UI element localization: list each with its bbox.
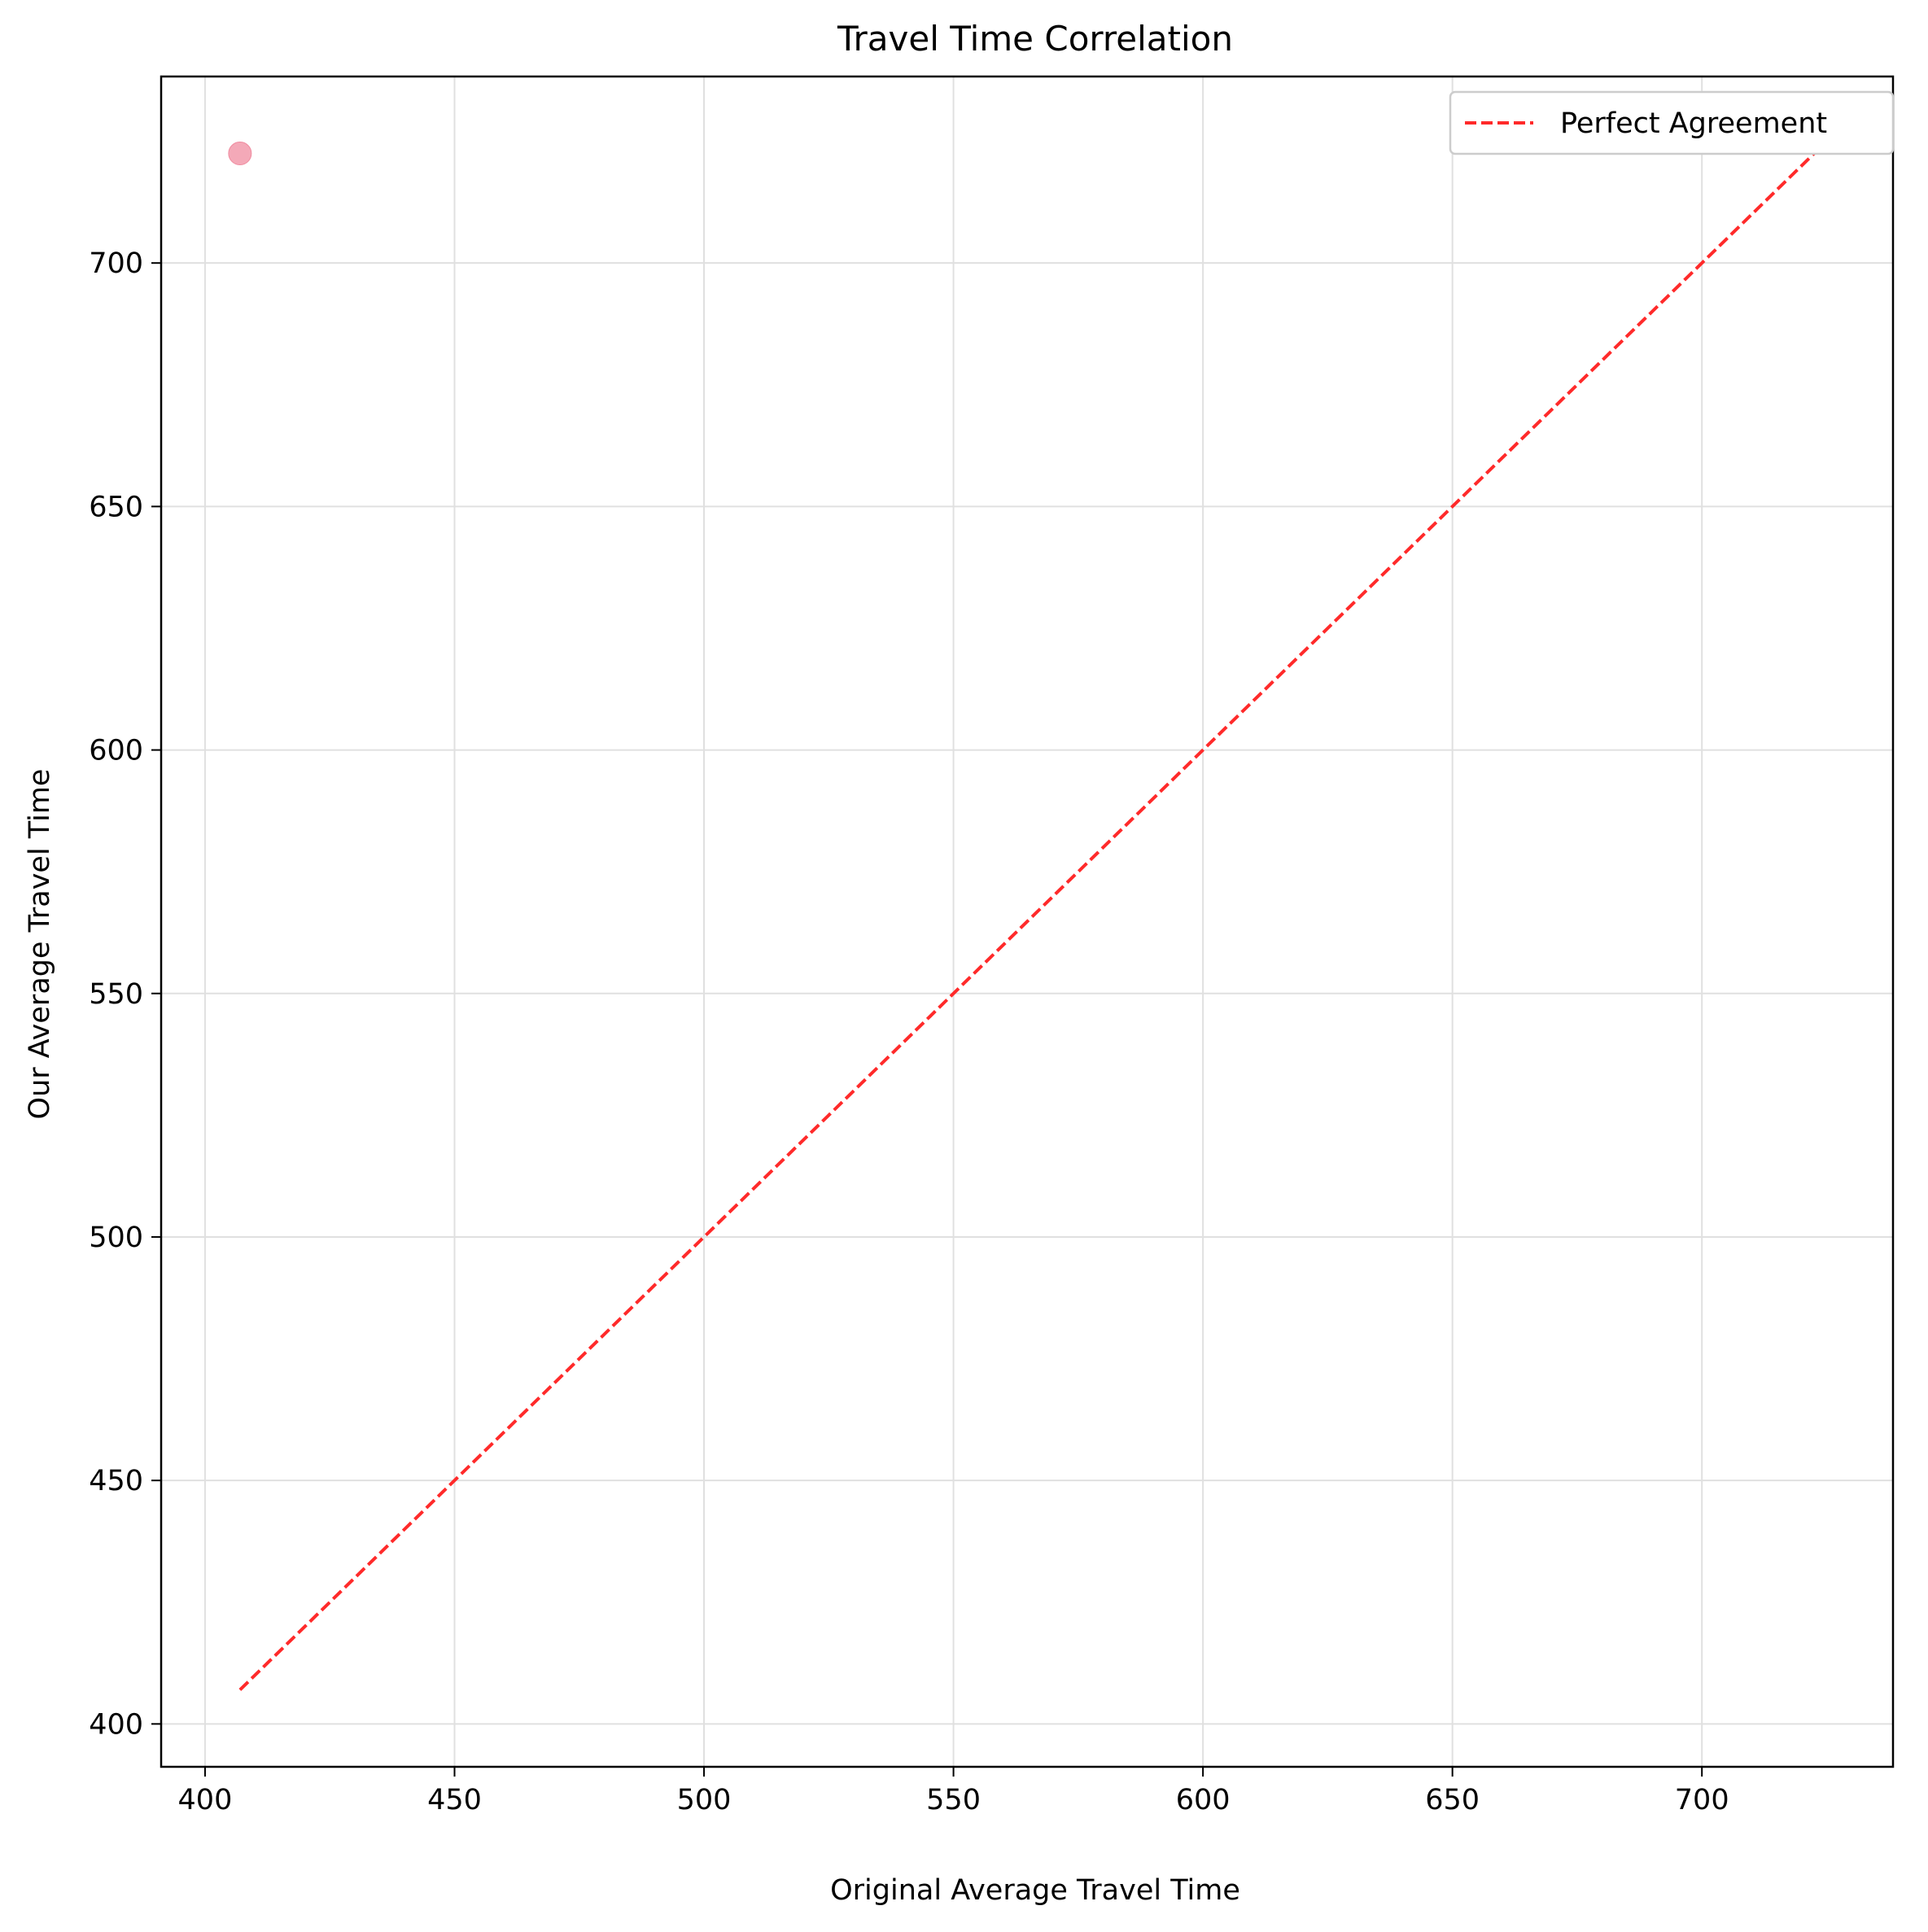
y-axis-label: Our Average Travel Time bbox=[24, 769, 56, 1120]
y-tick-label: 400 bbox=[89, 1708, 143, 1741]
x-tick-label: 550 bbox=[926, 1784, 981, 1816]
x-tick-label: 650 bbox=[1425, 1784, 1480, 1816]
x-tick-label: 400 bbox=[178, 1784, 233, 1816]
y-tick-label: 500 bbox=[89, 1222, 143, 1254]
scatter-point bbox=[228, 142, 252, 166]
plot-frame bbox=[160, 75, 1895, 1768]
legend-box bbox=[1449, 90, 1895, 155]
x-tick-label: 700 bbox=[1675, 1784, 1729, 1816]
reference-layer bbox=[238, 152, 1816, 1691]
y-tick-label: 550 bbox=[89, 978, 143, 1011]
ticks: 400 450 500 550 600 650 700 400 450 500 550 600 650 7… bbox=[89, 247, 1729, 1816]
x-tick-label: 450 bbox=[427, 1784, 482, 1816]
x-tick-label: 600 bbox=[1176, 1784, 1231, 1816]
points-layer bbox=[228, 142, 252, 166]
y-tick-label: 600 bbox=[89, 735, 143, 767]
x-axis-label: Original Average Travel Time bbox=[830, 1874, 1240, 1907]
legend: Perfect Agreement bbox=[1449, 90, 1895, 155]
y-tick-label: 450 bbox=[89, 1465, 143, 1497]
y-tick-label: 650 bbox=[89, 491, 143, 523]
y-tick-label: 700 bbox=[89, 247, 143, 280]
chart-title: Travel Time Correlation bbox=[837, 19, 1233, 59]
legend-label-perfect-agreement: Perfect Agreement bbox=[1560, 107, 1827, 140]
perfect-agreement-line bbox=[238, 152, 1816, 1691]
grid bbox=[161, 76, 1893, 1767]
x-tick-label: 500 bbox=[677, 1784, 732, 1816]
